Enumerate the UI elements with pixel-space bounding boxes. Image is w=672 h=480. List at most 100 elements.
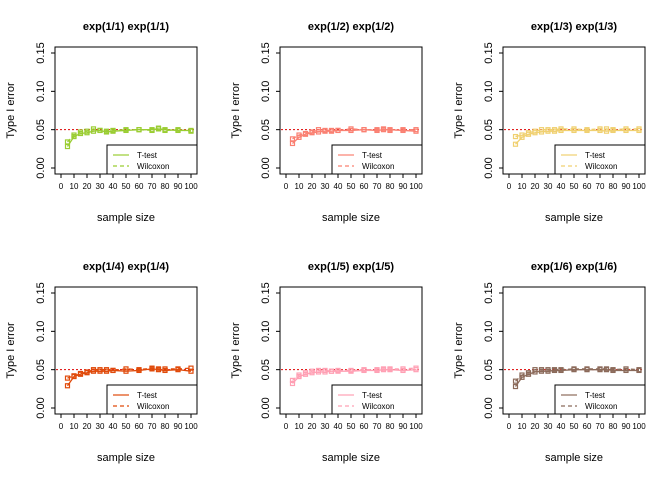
legend: T-test Wilcoxon (106, 384, 198, 415)
legend-label: Wilcoxon (137, 162, 169, 171)
data-point (512, 141, 519, 147)
data-point (623, 126, 629, 132)
data-point (322, 127, 328, 134)
x-tick-label: 70 (148, 422, 157, 431)
x-tick-label: 20 (531, 422, 540, 431)
x-axis-label: sample size (322, 452, 380, 464)
y-axis-label: Type I error (5, 322, 17, 379)
data-point (110, 127, 116, 134)
data-point (551, 367, 558, 373)
x-tick-label: 40 (557, 422, 566, 431)
data-point (309, 129, 315, 135)
x-tick-label: 80 (161, 422, 170, 431)
x-tick-label: 30 (544, 422, 553, 431)
data-point (328, 127, 335, 134)
legend-box (106, 144, 198, 175)
legend-label: Wilcoxon (585, 402, 617, 411)
x-tick-label: 20 (83, 422, 92, 431)
x-tick-label: 40 (557, 182, 566, 191)
data-point (361, 127, 367, 133)
y-tick-label: 0.05 (483, 119, 495, 140)
data-point (361, 367, 367, 373)
data-point (545, 127, 551, 133)
x-axis: 0 10 20 30 40 50 60 70 80 90 100 (284, 414, 423, 431)
x-tick-label: 20 (308, 422, 317, 431)
data-point (149, 127, 155, 134)
y-axis: 0.00 0.05 0.10 0.15 (483, 42, 503, 179)
series-wilcoxon (289, 126, 419, 142)
series-wilcoxon (64, 125, 194, 145)
x-axis-label: sample size (545, 452, 603, 464)
data-point (155, 366, 162, 372)
legend-box (106, 384, 198, 415)
data-point (558, 367, 564, 373)
y-tick-label: 0.00 (260, 397, 272, 418)
data-point (296, 132, 302, 138)
legend: T-test Wilcoxon (331, 384, 423, 415)
legend-box (331, 384, 423, 415)
x-tick-label: 60 (583, 422, 592, 431)
x-tick-label: 80 (386, 422, 395, 431)
data-point (525, 130, 532, 136)
y-tick-label: 0.15 (483, 282, 495, 303)
chart-title: exp(1/1) exp(1/1) (83, 21, 170, 33)
data-point (289, 380, 296, 387)
chart-panel-5: exp(1/5) exp(1/5) 0 10 20 30 40 50 60 70 80 90 100 s… (230, 261, 423, 464)
data-point (77, 370, 84, 377)
x-tick-label: 50 (347, 182, 356, 191)
data-point (538, 367, 545, 373)
series-wilcoxon (512, 366, 642, 384)
x-axis-label: sample size (97, 212, 155, 224)
x-tick-label: 60 (360, 422, 369, 431)
data-point (71, 373, 77, 379)
data-point (571, 126, 577, 132)
data-point (551, 127, 558, 133)
data-point (188, 365, 194, 371)
x-tick-label: 50 (570, 182, 579, 191)
series-line (66, 368, 192, 387)
chart-title: exp(1/2) exp(1/2) (308, 21, 395, 33)
data-point (162, 127, 168, 134)
data-point (387, 366, 393, 372)
data-point (512, 133, 519, 140)
data-point (155, 125, 162, 131)
data-point (532, 128, 538, 134)
x-tick-label: 40 (334, 182, 343, 191)
data-point (103, 367, 110, 373)
data-point (302, 370, 309, 376)
legend-label: T-test (137, 151, 158, 160)
x-tick-label: 90 (174, 182, 183, 191)
data-point (400, 127, 406, 133)
data-point (289, 377, 296, 383)
x-tick-label: 40 (334, 422, 343, 431)
data-point (348, 126, 354, 132)
legend: T-test Wilcoxon (331, 144, 423, 175)
data-point (380, 126, 387, 132)
legend-label: T-test (585, 151, 606, 160)
x-tick-label: 90 (622, 182, 631, 191)
x-axis-label: sample size (322, 212, 380, 224)
data-point (64, 143, 71, 150)
y-tick-label: 0.10 (260, 321, 272, 342)
x-tick-label: 60 (583, 182, 592, 191)
y-tick-label: 0.00 (483, 157, 495, 178)
chart-title: exp(1/4) exp(1/4) (83, 261, 170, 273)
x-tick-label: 80 (161, 182, 170, 191)
data-point (519, 132, 525, 138)
legend: T-test Wilcoxon (106, 144, 198, 175)
y-axis: 0.00 0.05 0.10 0.15 (260, 282, 280, 419)
data-point (538, 127, 545, 133)
legend-label: Wilcoxon (362, 162, 394, 171)
data-point (512, 383, 519, 390)
legend-label: T-test (362, 151, 383, 160)
x-tick-label: 80 (609, 182, 618, 191)
x-tick-label: 70 (596, 182, 605, 191)
data-point (322, 367, 328, 374)
x-tick-label: 80 (609, 422, 618, 431)
x-tick-label: 60 (360, 182, 369, 191)
chart-panel-3: exp(1/3) exp(1/3) 0 10 20 30 40 50 60 70 80 90 100 s… (453, 21, 646, 224)
x-tick-label: 30 (96, 422, 105, 431)
x-axis: 0 10 20 30 40 50 60 70 80 90 100 (59, 414, 198, 431)
data-point (188, 128, 194, 134)
